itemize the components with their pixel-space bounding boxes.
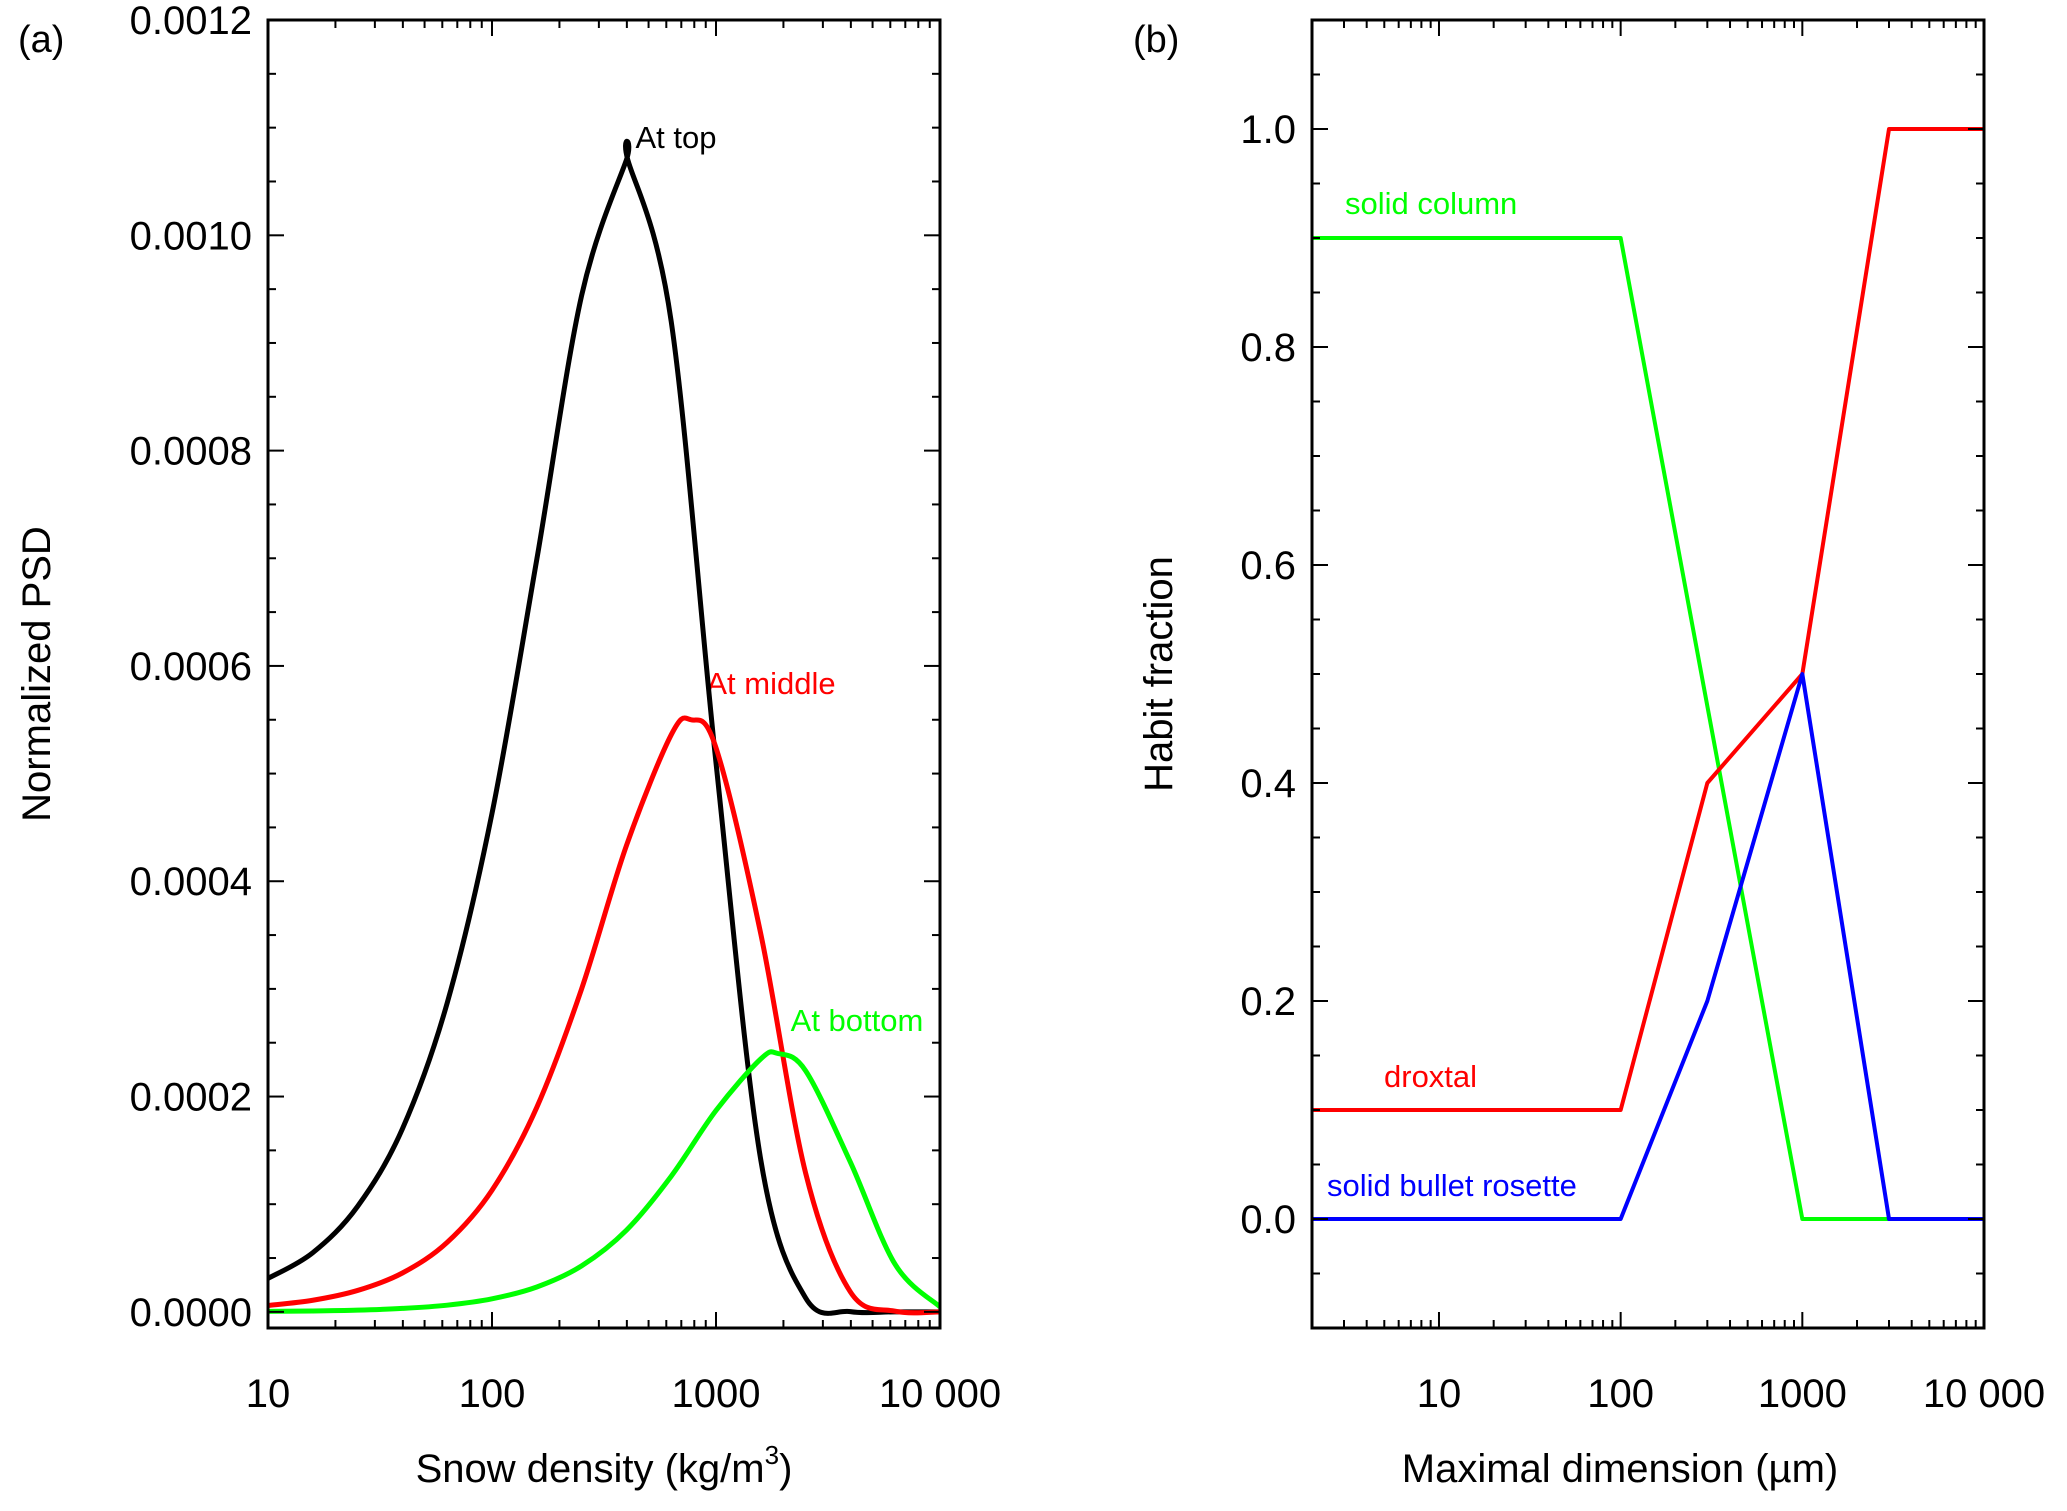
y-tick-label: 0.0008 bbox=[130, 430, 252, 474]
annotation-solid-column: solid column bbox=[1345, 186, 1517, 221]
y-axis-title-a: Normalized PSD bbox=[15, 526, 59, 822]
x-tick-label: 10 000 bbox=[1923, 1372, 2045, 1416]
x-axis-title-b: Maximal dimension (µm) bbox=[1402, 1447, 1838, 1491]
x-axis-title-text: Snow density (kg/m bbox=[416, 1447, 765, 1491]
y-tick-label: 0.4 bbox=[1240, 762, 1296, 806]
series-line-at-top bbox=[268, 138, 940, 1316]
y-tick-label: 1.0 bbox=[1240, 108, 1296, 152]
y-tick-label: 0.2 bbox=[1240, 980, 1296, 1024]
y-tick-label: 0.0 bbox=[1240, 1198, 1296, 1242]
series-line-at-bottom bbox=[268, 1049, 940, 1314]
x-axis-title-a: Snow density (kg/m3) bbox=[416, 1440, 793, 1491]
y-tick-label: 0.0012 bbox=[130, 0, 252, 43]
x-axis-title-superscript: 3 bbox=[765, 1440, 779, 1470]
annotation-at-bottom: At bottom bbox=[791, 1003, 924, 1038]
annotation-at-top: At top bbox=[636, 120, 717, 155]
y-axis-title-b: Habit fraction bbox=[1137, 556, 1181, 792]
x-tick-label: 1000 bbox=[672, 1372, 761, 1416]
annotation-solid-bullet-rosette: solid bullet rosette bbox=[1327, 1168, 1577, 1203]
y-tick-label: 0.6 bbox=[1240, 544, 1296, 588]
y-tick-label: 0.0006 bbox=[130, 645, 252, 689]
y-tick-label: 0.8 bbox=[1240, 326, 1296, 370]
x-tick-label: 10 bbox=[246, 1372, 291, 1416]
x-tick-label: 10 000 bbox=[879, 1372, 1001, 1416]
x-tick-label: 1000 bbox=[1758, 1372, 1847, 1416]
panel-label-a: (a) bbox=[18, 19, 64, 61]
x-tick-label: 100 bbox=[459, 1372, 526, 1416]
panel-label-b: (b) bbox=[1133, 19, 1179, 61]
annotation-droxtal: droxtal bbox=[1384, 1059, 1477, 1094]
series-line-at-middle bbox=[268, 715, 940, 1316]
series-line-solid-bullet-rosette bbox=[1312, 672, 1984, 1221]
y-tick-label: 0.0002 bbox=[130, 1076, 252, 1120]
y-tick-label: 0.0000 bbox=[130, 1291, 252, 1335]
panel-a: (a) 0.0000 0.0002 0.0004 0.0006 0.0008 0.0010… bbox=[15, 0, 1001, 1491]
y-tick-label: 0.0004 bbox=[130, 860, 252, 904]
x-tick-label: 100 bbox=[1587, 1372, 1654, 1416]
plot-frame bbox=[266, 18, 942, 1330]
panel-b: (b) 0.0 0.2 0.4 0.6 0.8 1.0 10 100 1000 10 000 Ma… bbox=[1133, 18, 2045, 1491]
x-axis-title-close: ) bbox=[779, 1447, 792, 1491]
annotation-at-middle: At middle bbox=[706, 666, 835, 701]
y-tick-label: 0.0010 bbox=[130, 214, 252, 258]
x-tick-label: 10 bbox=[1417, 1372, 1462, 1416]
series-line-droxtal bbox=[1312, 127, 1984, 1112]
